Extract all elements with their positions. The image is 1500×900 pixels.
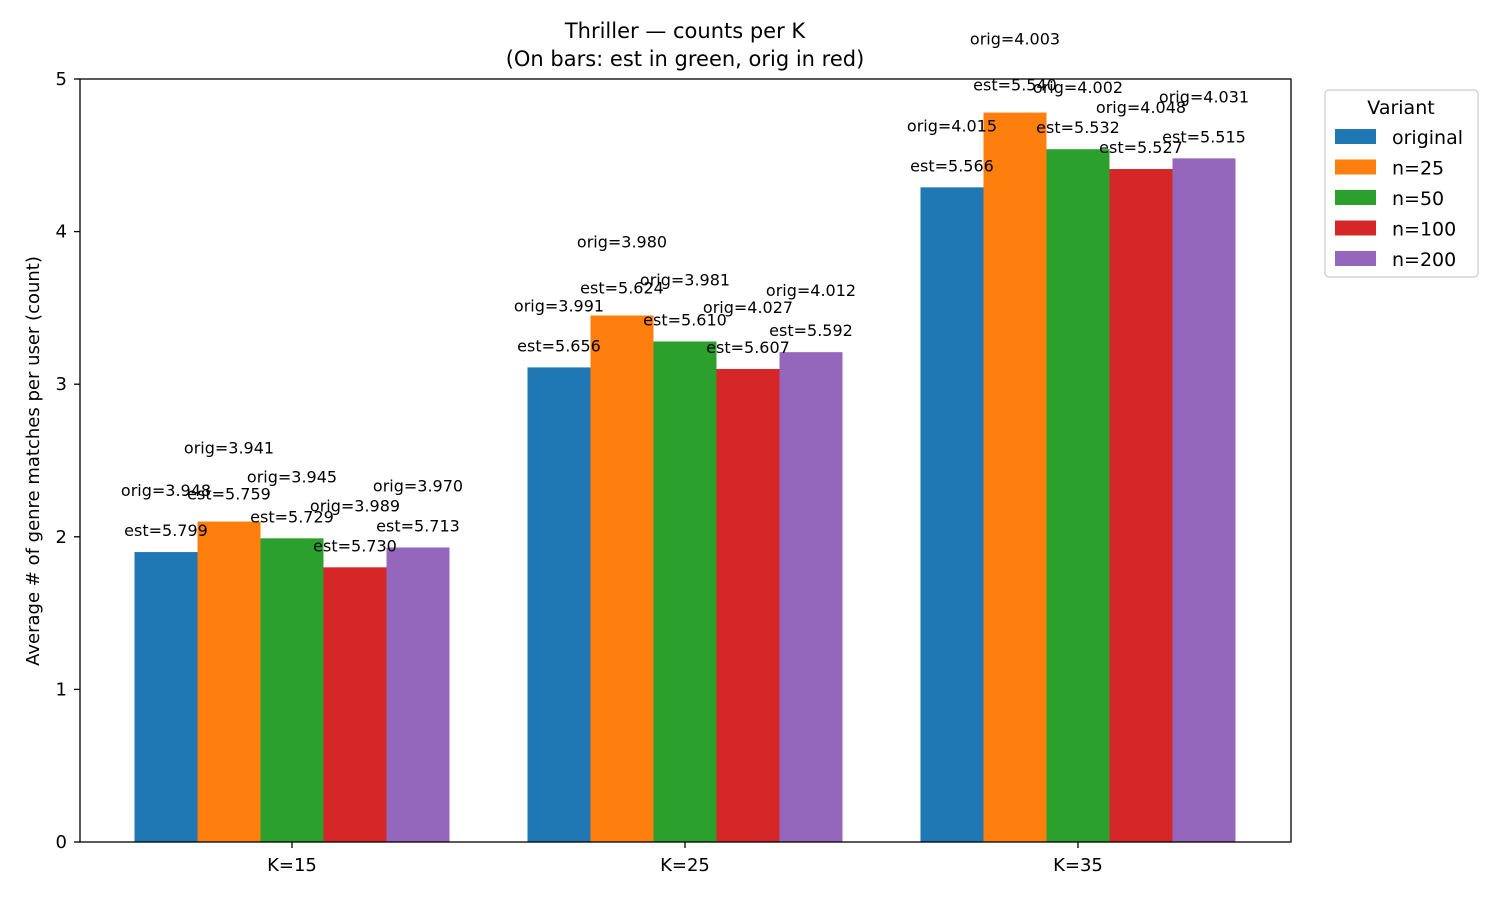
chart-title: Thriller — counts per K — [564, 19, 807, 43]
bar-original-K=15 — [134, 552, 198, 842]
est-label: est=5.713 — [376, 516, 460, 535]
orig-label: orig=3.941 — [184, 439, 274, 458]
orig-label: orig=4.002 — [1033, 78, 1123, 97]
y-tick-label: 0 — [56, 832, 67, 853]
bar-n=100-K=25 — [716, 368, 780, 842]
legend-label-n=25: n=25 — [1392, 158, 1444, 180]
orig-label: orig=4.027 — [703, 298, 793, 317]
bar-n=200-K=25 — [779, 352, 843, 842]
est-label: est=5.624 — [580, 279, 664, 298]
legend-swatch-n=25 — [1335, 159, 1376, 175]
y-tick-label: 3 — [56, 374, 67, 395]
bar-n=25-K=25 — [590, 315, 654, 842]
bar-n=200-K=35 — [1172, 158, 1236, 843]
legend: Variant original n=25 n=50 n=100 n=200 — [1324, 89, 1479, 278]
legend-swatch-n=100 — [1335, 220, 1376, 236]
y-tick-label: 4 — [56, 222, 67, 243]
legend-label-original: original — [1392, 127, 1463, 149]
bar-n=50-K=35 — [1046, 149, 1110, 843]
bar-n=25-K=15 — [197, 521, 261, 842]
est-label: est=5.730 — [313, 536, 397, 555]
orig-label: orig=4.003 — [970, 30, 1060, 49]
bar-n=50-K=15 — [260, 538, 324, 842]
x-axis-ticks: K=15 K=25 K=35 — [267, 842, 1103, 876]
x-tick-label: K=15 — [267, 855, 317, 876]
orig-label: orig=4.031 — [1159, 87, 1249, 106]
legend-title: Variant — [1367, 97, 1434, 119]
orig-label: orig=3.970 — [373, 476, 463, 495]
bar-original-K=25 — [527, 367, 591, 842]
orig-label: orig=3.989 — [310, 496, 400, 515]
est-label: est=5.799 — [124, 521, 208, 540]
bars-group — [134, 112, 1236, 843]
est-label: est=5.729 — [250, 507, 334, 526]
orig-label: orig=3.948 — [121, 481, 211, 500]
y-tick-label: 1 — [56, 679, 67, 700]
est-label: est=5.592 — [769, 321, 853, 340]
y-axis-label: Average # of genre matches per user (cou… — [23, 256, 44, 666]
legend-swatch-n=200 — [1335, 251, 1376, 266]
bar-n=50-K=25 — [653, 341, 717, 842]
x-tick-label: K=25 — [660, 855, 710, 876]
chart-subtitle: (On bars: est in green, orig in red) — [506, 47, 865, 71]
est-label: est=5.566 — [910, 156, 994, 175]
est-label: est=5.540 — [973, 76, 1057, 95]
bar-original-K=35 — [920, 187, 984, 842]
y-tick-label: 2 — [56, 527, 67, 548]
est-label: est=5.532 — [1036, 118, 1120, 137]
bar-n=200-K=15 — [386, 547, 450, 842]
est-label: est=5.759 — [187, 485, 271, 504]
est-label: est=5.515 — [1162, 127, 1246, 146]
legend-swatch-n=50 — [1335, 190, 1376, 205]
x-tick-label: K=35 — [1053, 855, 1103, 876]
orig-label: orig=4.012 — [766, 281, 856, 300]
orig-label: orig=4.048 — [1096, 98, 1186, 117]
est-label: est=5.527 — [1099, 138, 1183, 157]
legend-swatch-original — [1335, 129, 1376, 144]
orig-label: orig=3.980 — [577, 233, 667, 252]
orig-label: orig=4.015 — [907, 116, 997, 135]
orig-label: orig=3.945 — [247, 467, 337, 486]
bar-n=100-K=15 — [323, 567, 387, 842]
y-axis-ticks: 0 1 2 3 4 5 — [56, 69, 80, 853]
legend-label-n=200: n=200 — [1392, 249, 1456, 271]
orig-label: orig=3.991 — [514, 296, 604, 315]
est-label: est=5.607 — [706, 338, 790, 357]
est-label: est=5.610 — [643, 310, 727, 329]
legend-label-n=100: n=100 — [1392, 219, 1456, 241]
bar-n=100-K=35 — [1109, 169, 1173, 842]
y-tick-label: 5 — [56, 69, 67, 90]
bar-n=25-K=35 — [983, 112, 1047, 842]
est-label: est=5.656 — [517, 336, 601, 355]
orig-label: orig=3.981 — [640, 270, 730, 289]
legend-label-n=50: n=50 — [1392, 188, 1444, 210]
